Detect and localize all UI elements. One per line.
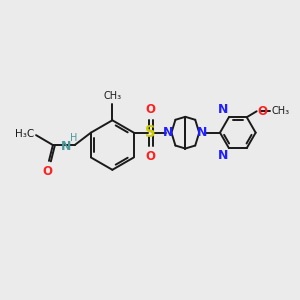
Text: N: N xyxy=(163,126,174,139)
Text: O: O xyxy=(146,149,156,163)
Text: O: O xyxy=(258,105,268,118)
Text: O: O xyxy=(42,165,52,178)
Text: O: O xyxy=(146,103,156,116)
Text: N: N xyxy=(218,149,228,162)
Text: CH₃: CH₃ xyxy=(272,106,290,116)
Text: S: S xyxy=(146,125,156,140)
Text: H₃C: H₃C xyxy=(15,129,34,139)
Text: N: N xyxy=(218,103,228,116)
Text: CH₃: CH₃ xyxy=(103,92,122,101)
Text: N: N xyxy=(197,126,207,139)
Text: N: N xyxy=(61,140,72,152)
Text: H: H xyxy=(70,133,77,143)
